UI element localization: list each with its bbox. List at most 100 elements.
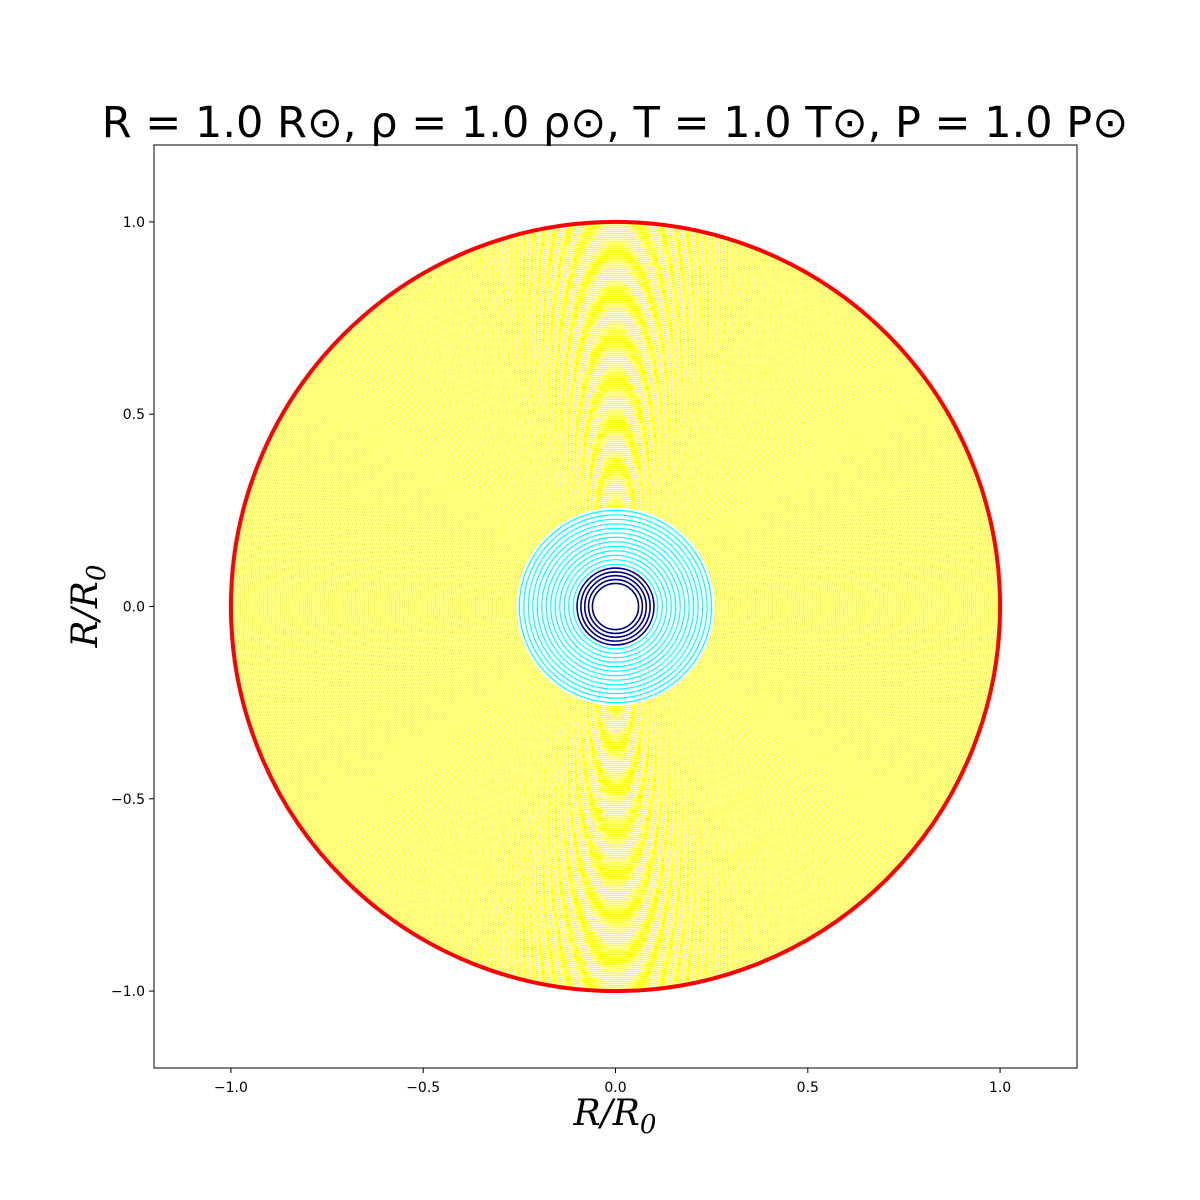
ring (343, 334, 888, 879)
ring (308, 299, 923, 914)
ring (409, 400, 822, 813)
ring (377, 368, 854, 845)
ring (411, 402, 820, 811)
x-tick-label: 0.5 (797, 1080, 819, 1096)
ring (469, 460, 762, 753)
ring (453, 444, 778, 769)
ring (541, 532, 690, 681)
ring (406, 397, 825, 816)
contour-rings (228, 219, 1003, 994)
ring (478, 469, 753, 744)
ring (436, 427, 795, 786)
ring (291, 282, 940, 931)
ring (532, 523, 699, 690)
ring (499, 490, 732, 723)
ring (425, 416, 806, 797)
ring (563, 554, 668, 659)
ring (432, 423, 799, 790)
ring (480, 471, 751, 742)
ring (402, 393, 829, 820)
ring (278, 269, 953, 944)
x-tick-label: 1.0 (989, 1080, 1011, 1096)
ring (375, 366, 856, 847)
ring (559, 550, 672, 663)
ring (371, 362, 860, 851)
ring (249, 240, 982, 973)
ring (262, 253, 969, 960)
ring (442, 433, 789, 780)
ring (238, 229, 993, 984)
x-tick-label: −0.5 (406, 1080, 440, 1096)
ring (396, 387, 835, 826)
ring (474, 465, 757, 748)
ring (457, 448, 774, 765)
ring (322, 313, 909, 900)
ring (287, 278, 944, 935)
ring (281, 272, 950, 941)
ring (297, 288, 934, 925)
ring (492, 483, 739, 730)
ring (400, 391, 831, 822)
ring (314, 305, 917, 908)
ring (523, 514, 708, 699)
ring (518, 509, 713, 704)
y-axis-label-sub: 0 (82, 565, 112, 582)
ring (509, 500, 722, 713)
ring (482, 473, 749, 740)
y-tick-label: −0.5 (111, 792, 145, 808)
ring (527, 518, 704, 695)
ring (434, 425, 797, 788)
x-axis-ticks: −1.0 −0.5 0.0 0.5 1.0 (214, 1068, 1011, 1096)
ring (270, 261, 961, 952)
ring (385, 376, 846, 837)
ring (259, 250, 972, 963)
ring-series-3 (228, 219, 1003, 994)
ring (331, 322, 900, 891)
ring (387, 378, 844, 835)
ring (243, 234, 988, 979)
x-axis-label-main: R/R (573, 1093, 640, 1134)
x-tick-label: −1.0 (214, 1080, 248, 1096)
y-tick-label: 0.0 (123, 600, 145, 616)
ring (486, 477, 745, 736)
ring (417, 408, 814, 805)
ring (304, 295, 927, 918)
ring (234, 225, 997, 988)
ring (383, 374, 848, 839)
ring (280, 271, 951, 942)
y-tick-label: −1.0 (111, 984, 145, 1000)
ring (419, 410, 812, 803)
y-axis-label: R/R0 (65, 565, 112, 649)
ring (440, 431, 791, 782)
ring (348, 339, 883, 874)
ring (350, 341, 881, 872)
ring (257, 248, 974, 965)
ring (274, 265, 957, 948)
ring (507, 498, 724, 715)
chart-title: R = 1.0 R⊙, ρ = 1.0 ρ⊙, T = 1.0 T⊙, P = … (102, 98, 1129, 148)
ring (264, 255, 967, 958)
x-tick-label: 0.0 (604, 1080, 626, 1096)
ring (501, 492, 730, 721)
ring (505, 496, 726, 717)
ring-series-2 (230, 221, 1001, 992)
ring (333, 324, 898, 889)
ring (497, 488, 734, 725)
ring (320, 311, 911, 902)
y-axis-label-group: R/R0 (65, 565, 112, 649)
ring (587, 578, 644, 635)
ring (461, 452, 770, 761)
ring (325, 316, 906, 897)
ring (493, 484, 738, 729)
ring (301, 292, 930, 921)
ring (236, 227, 995, 986)
ring (329, 320, 902, 893)
y-axis-ticks: 1.0 0.5 0.0 −0.5 −1.0 (111, 215, 154, 1000)
ring (430, 421, 801, 792)
ring (444, 435, 787, 778)
ring (550, 541, 681, 672)
ring (398, 389, 833, 824)
ring (467, 458, 764, 755)
ring (253, 244, 978, 969)
